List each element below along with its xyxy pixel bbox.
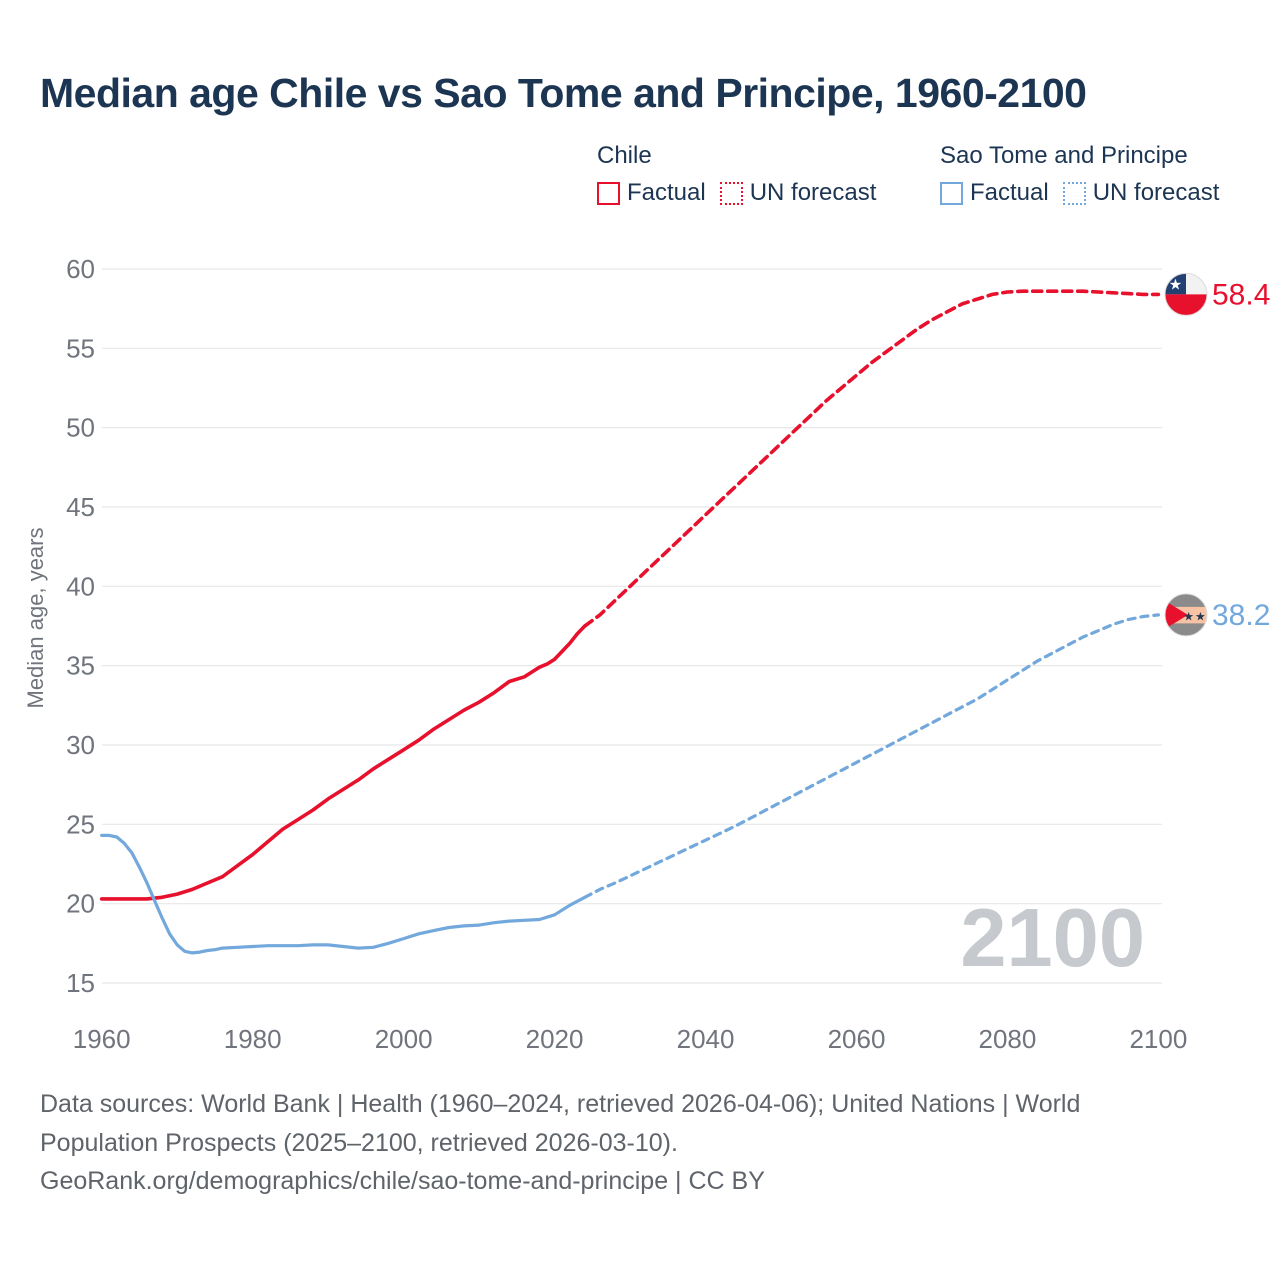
svg-text:2020: 2020 [526,1024,584,1054]
end-value-label-sao-tome-and-principe: 38.2 [1212,599,1270,632]
svg-text:20: 20 [66,889,95,919]
legend-swatch-dotted-red [719,181,743,205]
legend-country-name: Sao Tome and Principe [940,142,1188,169]
series-chile-factual [99,624,587,901]
svg-text:2040: 2040 [677,1024,735,1054]
svg-text:58.4: 58.4 [1212,278,1270,311]
svg-text:★: ★ [1169,276,1182,293]
svg-text:2080: 2080 [979,1024,1037,1054]
footer-line-3: GeoRank.org/demographics/chile/sao-tome-… [40,1167,765,1195]
svg-text:★★: ★★ [1183,609,1207,623]
svg-text:35: 35 [66,651,95,681]
legend-item-label: Factual [627,179,706,206]
svg-text:2000: 2000 [375,1024,433,1054]
legend-swatch-dotted-blue [1062,181,1086,205]
legend-item-chile-factual: Factual [597,179,706,207]
svg-text:38.2: 38.2 [1212,599,1270,632]
svg-text:50: 50 [66,413,95,443]
svg-text:25: 25 [66,809,95,839]
legend-country-name: Chile [597,142,652,169]
legend-item-label: UN forecast [1092,179,1220,206]
end-marker-sao-tome-and-principe-outline [1164,593,1208,637]
svg-text:40: 40 [66,571,95,601]
legend-group-chile: Chile Factual UN forecast [597,142,876,207]
end-value-label-chile: 58.4 [1212,278,1270,311]
footer-line-1: Data sources: World Bank | Health (1960–… [40,1090,1081,1118]
svg-text:2100: 2100 [1129,1024,1187,1054]
watermark: 2100 [960,891,1145,984]
svg-text:55: 55 [66,333,95,363]
legend-item-sao-tome-forecast: UN forecast [1062,179,1220,207]
svg-text:1960: 1960 [73,1024,131,1054]
footer-line-2: Population Prospects (2025–2100, retriev… [40,1128,678,1157]
y-axis-tick-labels: 15 20 25 30 35 40 45 50 55 60 [66,254,95,998]
legend-item-label: UN forecast [749,179,877,206]
series-chile-un-forecast [583,289,1161,628]
svg-text:30: 30 [66,730,95,760]
gridlines [102,268,1162,984]
legend-item-chile-forecast: UN forecast [719,179,877,207]
end-marker-chile-outline [1164,272,1208,316]
end-marker-sao-tome-and-principe-flag-icon: ★★ [1165,593,1207,636]
x-axis-tick-labels: 1960 1980 2000 2020 2040 2060 2080 2100 [73,1024,1188,1054]
svg-text:45: 45 [66,492,95,522]
legend-item-label: Factual [970,179,1049,206]
data-sources-footer: Data sources: World Bank | Health (1960–… [40,1085,1080,1201]
series-sao-tome-and-principe-un-forecast [583,613,1160,899]
y-axis-title: Median age, years [23,528,48,709]
svg-text:15: 15 [66,968,95,998]
svg-text:2100: 2100 [960,891,1145,984]
svg-text:Median age, years: Median age, years [23,528,48,709]
svg-text:1980: 1980 [224,1024,282,1054]
legend-group-sao-tome: Sao Tome and Principe Factual UN forecas… [940,142,1219,207]
legend-item-sao-tome-factual: Factual [940,179,1049,207]
legend-swatch-solid-red [597,181,620,205]
chart-title: Median age Chile vs Sao Tome and Princip… [40,70,1087,116]
legend-swatch-solid-blue [940,181,963,205]
svg-text:2060: 2060 [828,1024,886,1054]
svg-text:60: 60 [66,254,95,284]
series-sao-tome-and-principe-factual [100,833,587,955]
